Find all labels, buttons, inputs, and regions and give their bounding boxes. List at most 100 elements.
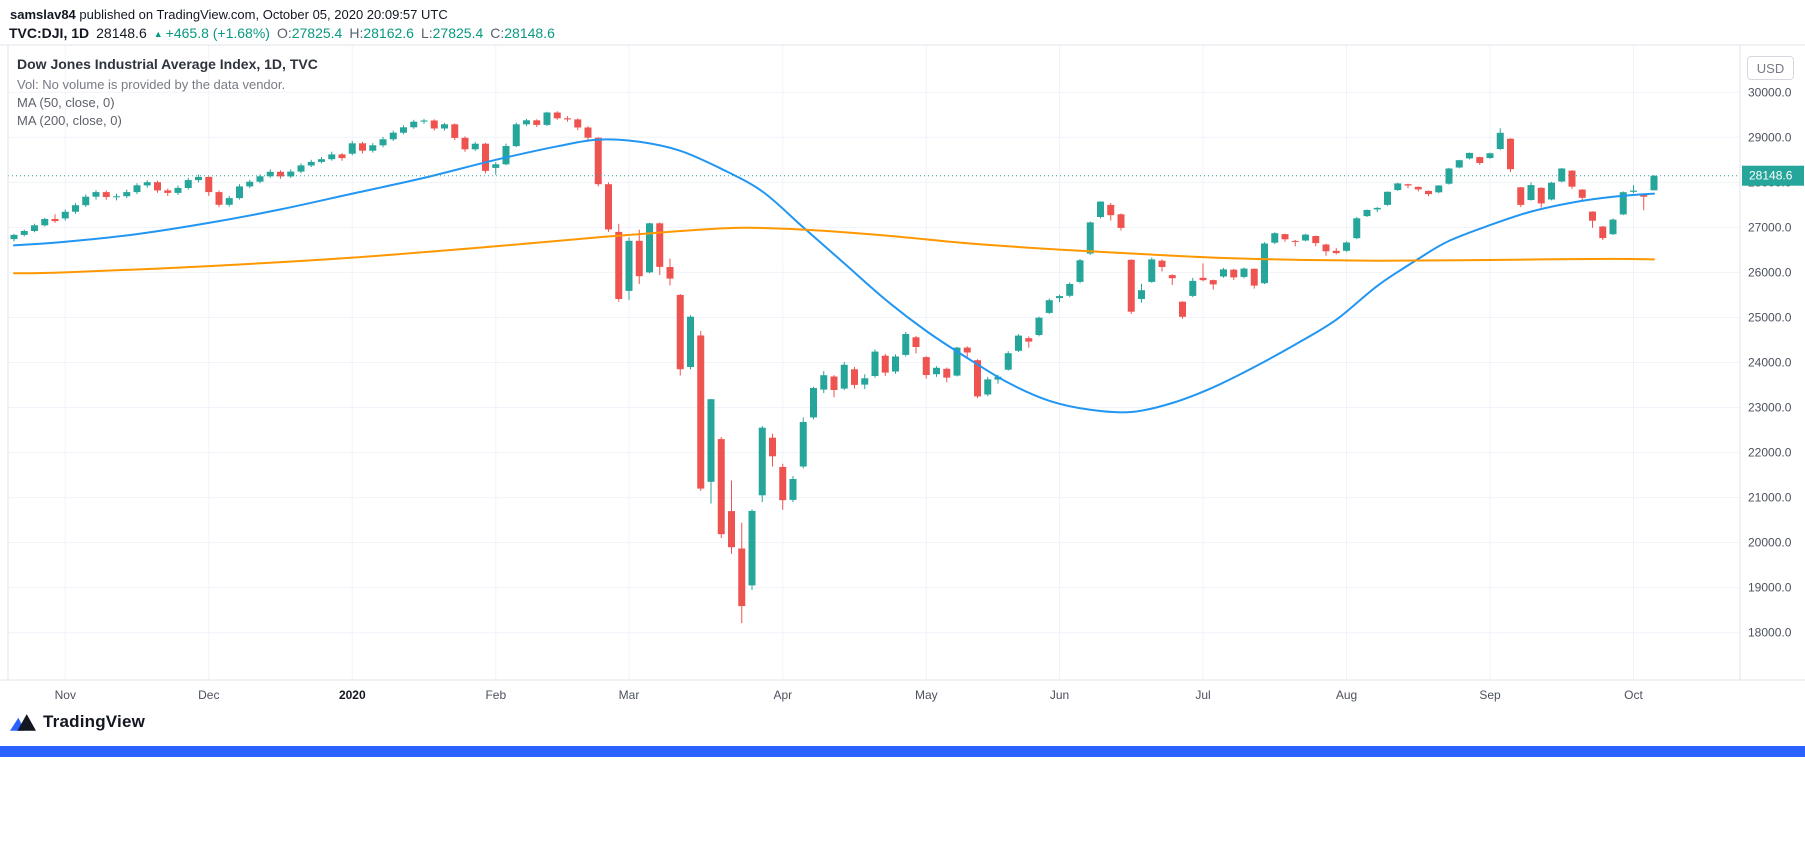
candle-body	[830, 376, 838, 390]
candle-body	[225, 198, 233, 205]
price-tick-label: 29000.0	[1748, 130, 1792, 144]
candle-body	[605, 184, 612, 230]
candle-body	[687, 316, 694, 367]
candle-body	[799, 422, 807, 467]
candle-body	[410, 121, 418, 128]
candle-body	[51, 219, 59, 222]
price-chart[interactable]: 30000.029000.028000.027000.026000.025000…	[0, 0, 1805, 712]
candle-body	[10, 234, 18, 240]
candle-body	[881, 355, 889, 373]
candle-body	[482, 143, 489, 171]
candle-body	[133, 185, 141, 193]
candle-body	[102, 192, 110, 197]
legend-volume-note: Vol: No volume is provided by the data v…	[17, 77, 286, 92]
tradingview-logo[interactable]: TradingView	[10, 710, 145, 733]
candle-body	[1435, 185, 1443, 193]
candle-body	[215, 192, 223, 205]
candle-body	[1548, 182, 1555, 200]
candle-body	[1363, 210, 1371, 217]
candle-body	[1261, 243, 1268, 284]
candle-body	[810, 388, 817, 418]
candle-body	[1486, 153, 1494, 158]
ohlc-open: O:27825.4	[277, 25, 342, 41]
candle-body	[1168, 275, 1176, 279]
username: samslav84	[10, 7, 76, 22]
currency-button[interactable]: USD	[1747, 56, 1794, 80]
candle-body	[1650, 175, 1658, 191]
candle-body	[1630, 190, 1637, 192]
candle-body	[656, 223, 664, 267]
candle-body	[902, 334, 910, 355]
candle-body	[1404, 184, 1412, 186]
month-tick-label: Dec	[198, 688, 219, 702]
candle-body	[717, 439, 725, 535]
month-tick-label: 2020	[339, 688, 366, 702]
bottom-accent-bar	[0, 746, 1805, 757]
last-price-value: 28148.6	[96, 25, 147, 41]
candle-body	[1056, 296, 1063, 299]
legend-ma50: MA (50, close, 0)	[17, 95, 115, 110]
candle-body	[307, 161, 315, 166]
candle-body	[379, 139, 387, 146]
month-tick-label: Nov	[55, 688, 76, 702]
month-tick-label: Mar	[619, 688, 640, 702]
candle-body	[1045, 300, 1053, 313]
candle-body	[502, 146, 510, 165]
symbol-name: TVC:DJI, 1D	[9, 25, 90, 41]
candle-body	[707, 399, 715, 482]
candle-body	[1517, 187, 1525, 205]
candle-body	[574, 119, 582, 128]
last-price-badge	[1742, 165, 1804, 186]
candle-body	[461, 137, 469, 150]
candle-body	[1138, 290, 1145, 299]
candle-body	[1107, 204, 1115, 216]
candle-body	[1507, 138, 1514, 170]
candle-body	[82, 196, 90, 206]
candle-body	[1425, 190, 1432, 195]
candle-body	[72, 205, 79, 212]
candle-body	[1640, 194, 1648, 197]
candle-body	[820, 375, 828, 390]
candle-body	[615, 231, 623, 299]
legend-ma200: MA (200, close, 0)	[17, 113, 122, 128]
candle-body	[553, 112, 561, 119]
candle-body	[1322, 244, 1330, 252]
candle-body	[154, 182, 161, 191]
candle-body	[246, 181, 254, 187]
candle-body	[338, 154, 346, 159]
candle-body	[963, 347, 971, 353]
candle-body	[543, 112, 551, 125]
open-label: O:	[276, 25, 292, 41]
candle-body	[1230, 269, 1238, 278]
candle-body	[1466, 152, 1473, 159]
candle-body	[1312, 236, 1320, 244]
candle-body	[92, 192, 100, 197]
candle-body	[984, 379, 992, 395]
candle-body	[666, 267, 674, 279]
candle-body	[1568, 170, 1576, 187]
candle-body	[1558, 168, 1566, 182]
month-tick-label: Apr	[773, 688, 792, 702]
candle-body	[1281, 234, 1289, 240]
price-change: +465.8 (+1.68%)	[165, 25, 270, 41]
candle-body	[646, 223, 653, 273]
candle-body	[184, 180, 192, 188]
candle-body	[738, 548, 746, 607]
candle-body	[1127, 259, 1135, 312]
candle-body	[594, 137, 602, 185]
candle-body	[584, 127, 592, 138]
candle-body	[974, 360, 981, 397]
candle-body	[348, 143, 356, 154]
candle-body	[1414, 186, 1422, 190]
candle-body	[1353, 218, 1361, 239]
tradingview-logo-text: TradingView	[43, 711, 146, 731]
candle-body	[1599, 226, 1607, 239]
candle-body	[1394, 183, 1402, 190]
candle-body	[1619, 192, 1627, 215]
candle-body	[318, 159, 325, 162]
candle-body	[287, 171, 295, 177]
high-value: 28162.6	[363, 25, 414, 41]
price-tick-label: 18000.0	[1748, 626, 1792, 640]
month-tick-label: Feb	[485, 688, 506, 702]
candle-body	[256, 176, 264, 182]
